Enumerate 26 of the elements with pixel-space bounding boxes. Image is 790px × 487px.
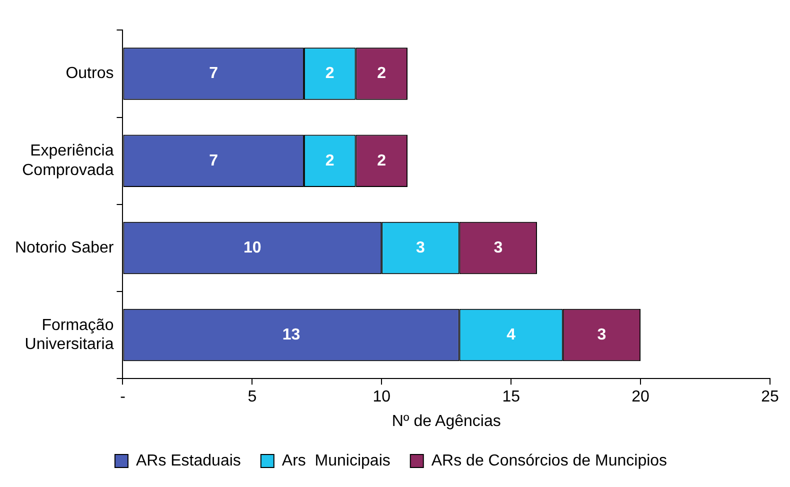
data-label: 2 [377, 65, 386, 82]
legend-label: ARs Estaduais [136, 452, 241, 470]
y-tick-label: Formação Universitaria [24, 316, 114, 354]
data-label: 2 [377, 152, 386, 170]
x-tick-label: 10 [372, 388, 391, 406]
x-tick-label: 5 [248, 388, 257, 406]
y-tick-label: Notorio Saber [15, 239, 114, 256]
x-tick-label: 25 [761, 388, 779, 406]
data-label: 2 [325, 65, 334, 82]
x-tick-label: 20 [632, 388, 650, 406]
x-tick-label: 15 [502, 388, 520, 406]
data-label: 3 [416, 239, 426, 256]
legend-label: ARs de Consórcios de Muncipios [431, 452, 668, 470]
data-label: 13 [282, 326, 300, 344]
data-label: 4 [506, 326, 516, 344]
data-label: 7 [209, 152, 218, 170]
x-axis-title: Nº de Agências [392, 412, 501, 430]
y-tick-label: Experiência Comprovada [22, 142, 114, 179]
data-label: 3 [494, 239, 503, 256]
x-tick-label: - [120, 388, 126, 406]
y-tick-label: Outros [66, 65, 114, 82]
data-label: 7 [209, 65, 218, 82]
data-label: 3 [597, 326, 606, 344]
legend-label: Ars Municipais [282, 452, 390, 470]
data-label: 10 [244, 239, 262, 256]
data-label: 2 [325, 152, 334, 170]
